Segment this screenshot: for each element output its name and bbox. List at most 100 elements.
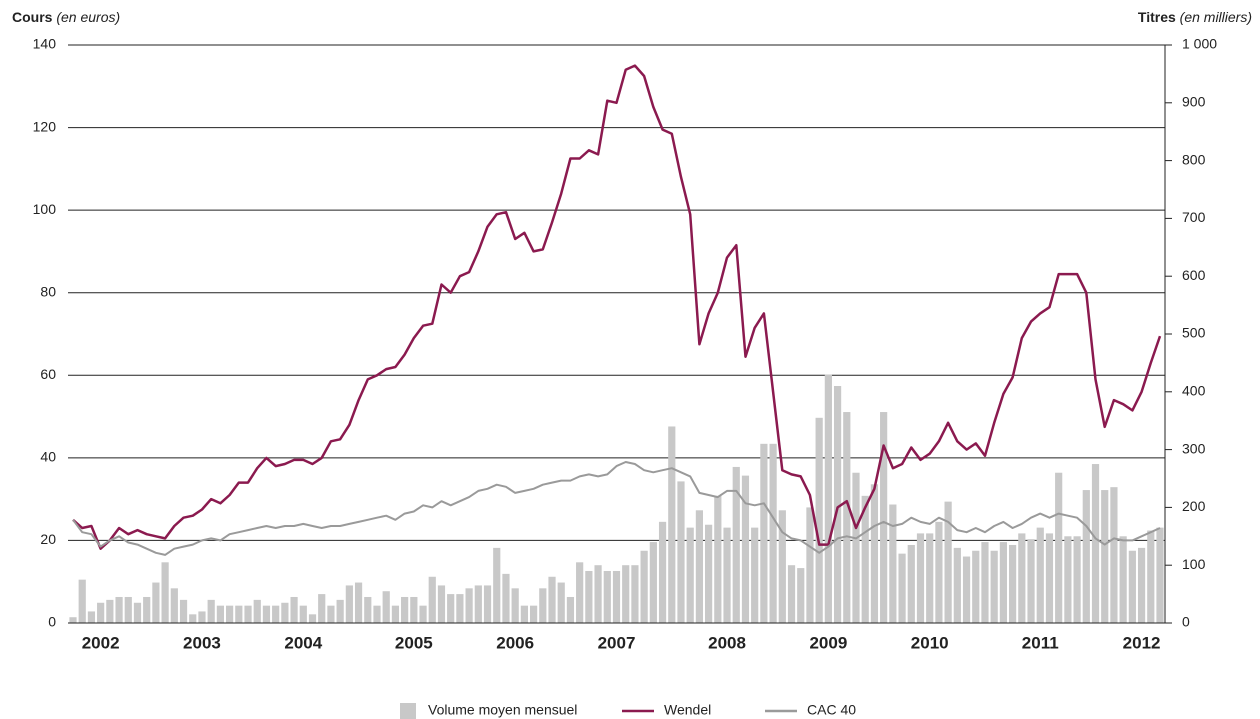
volume-bar (308, 614, 317, 623)
y-tick-label: 40 (40, 449, 56, 465)
volume-bar (235, 605, 243, 623)
legend-label: CAC 40 (807, 702, 856, 718)
volume-bar (410, 596, 418, 623)
volume-bar (253, 599, 261, 623)
volume-bar (1018, 533, 1026, 623)
volume-bar (990, 550, 998, 623)
volume-bar (944, 501, 952, 623)
volume-bar (640, 550, 648, 623)
volume-bar (474, 585, 482, 623)
line-2 (72, 461, 1161, 556)
line-1 (72, 64, 1162, 550)
volume-bar (612, 570, 621, 623)
volume-bar (907, 544, 915, 623)
volume-bar (981, 542, 989, 623)
volume-bar (622, 565, 630, 623)
volume-bar (336, 599, 344, 623)
volume-bar (916, 533, 925, 623)
volume-bar (833, 386, 842, 623)
volume-bar (1009, 544, 1017, 623)
y2-tick-label: 500 (1182, 325, 1206, 341)
volume-bar (539, 588, 547, 623)
volume-bar (345, 585, 353, 623)
volume-bar (1128, 550, 1136, 623)
legend-swatch (400, 703, 416, 719)
volume-bar (1156, 527, 1164, 623)
y2-label: Titres (1138, 9, 1176, 25)
volume-bar (189, 614, 197, 623)
volume-bar (972, 550, 980, 623)
legend-label: Wendel (664, 702, 711, 718)
volume-bar (281, 602, 289, 623)
volume-bar (576, 562, 584, 623)
volume-bar (557, 582, 565, 623)
volume-bar (318, 594, 326, 623)
volume-bar (889, 504, 897, 623)
volume-bar (962, 556, 971, 623)
volume-bar (272, 605, 280, 623)
volume-bar (327, 605, 335, 623)
volume-bar (290, 596, 298, 623)
volume-bar (548, 576, 556, 623)
volume-bar (493, 547, 501, 623)
y2-tick-label: 200 (1182, 498, 1206, 514)
volume-bar (483, 585, 492, 623)
y2-label-note: (en milliers) (1180, 9, 1252, 25)
volume-bar (262, 605, 271, 623)
y-label-note: (en euros) (56, 9, 120, 25)
y2-tick-label: 900 (1182, 94, 1206, 110)
y2-tick-label: 100 (1182, 556, 1206, 572)
volume-bar (447, 594, 455, 623)
y-label: Cours (12, 9, 53, 25)
volume-bar (115, 596, 123, 623)
volume-bar (529, 605, 538, 623)
volume-bar (843, 412, 851, 623)
x-tick-label: 2003 (183, 633, 221, 652)
y2-tick-label: 800 (1182, 151, 1206, 167)
volume-bar (1045, 533, 1054, 623)
y2-tick-label: 0 (1182, 614, 1190, 630)
y-tick-label: 0 (48, 614, 56, 630)
volume-bar (658, 521, 667, 623)
x-tick-label: 2004 (284, 633, 322, 652)
volume-bar (1101, 490, 1109, 623)
volume-bar (1091, 464, 1100, 623)
volume-bar (152, 582, 160, 623)
volume-bar (668, 426, 676, 623)
volume-bar (585, 570, 593, 623)
volume-bar (1137, 547, 1146, 623)
volume-bar (714, 495, 722, 623)
volume-bar (106, 599, 114, 623)
volume-bar (953, 547, 961, 623)
volume-bar (898, 553, 906, 623)
volume-bar (741, 475, 750, 623)
y2-tick-label: 600 (1182, 267, 1206, 283)
volume-bar (502, 573, 510, 623)
volume-bar (723, 527, 731, 623)
volume-bar (179, 599, 188, 623)
volume-bar (769, 443, 777, 623)
y-axis-title: Cours (en euros) (12, 9, 120, 25)
volume-bar (78, 579, 86, 623)
volume-bar (216, 605, 224, 623)
volume-bar (686, 527, 694, 623)
volume-bar (935, 521, 943, 623)
volume-bar (391, 605, 400, 623)
volume-bar (824, 374, 832, 623)
volume-bar (198, 611, 206, 623)
volume-bar (677, 481, 685, 623)
y-tick-label: 120 (33, 118, 57, 134)
volume-bar (133, 602, 142, 623)
y-tick-label: 20 (40, 531, 56, 547)
volume-bar (161, 562, 169, 623)
y2-tick-label: 700 (1182, 209, 1206, 225)
volume-bar (1119, 536, 1127, 623)
volume-bar (354, 582, 363, 623)
x-tick-label: 2007 (598, 633, 636, 652)
x-tick-label: 2010 (911, 633, 949, 652)
volume-bar (1082, 490, 1090, 623)
volume-bar (170, 588, 178, 623)
x-tick-label: 2012 (1123, 633, 1161, 652)
volume-bar (226, 605, 234, 623)
